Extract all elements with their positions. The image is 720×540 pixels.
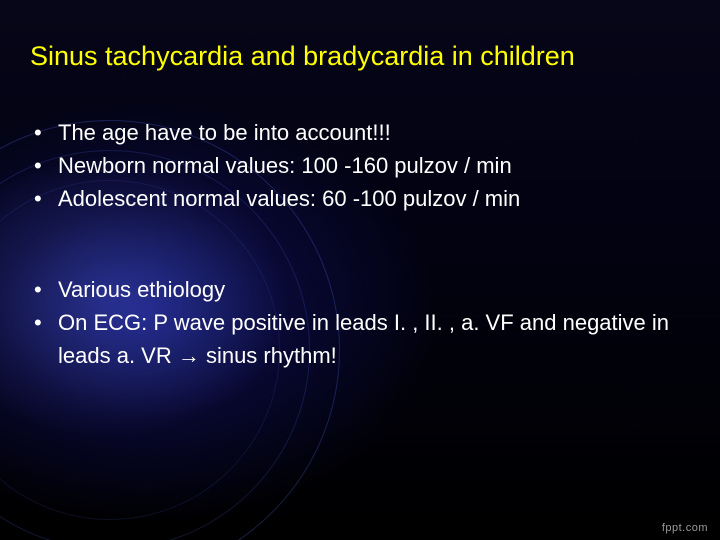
- list-item: The age have to be into account!!!: [30, 116, 690, 149]
- list-item: Newborn normal values: 100 -160 pulzov /…: [30, 149, 690, 182]
- list-item: On ECG: P wave positive in leads I. , II…: [30, 306, 690, 372]
- bullet-group-2: Various ethiology On ECG: P wave positiv…: [30, 273, 690, 372]
- list-item: Adolescent normal values: 60 -100 pulzov…: [30, 182, 690, 215]
- bullet-group-1: The age have to be into account!!! Newbo…: [30, 116, 690, 215]
- list-item: Various ethiology: [30, 273, 690, 306]
- footer-attribution: fppt.com: [662, 522, 708, 534]
- slide-content: Sinus tachycardia and bradycardia in chi…: [0, 0, 720, 540]
- slide-title: Sinus tachycardia and bradycardia in chi…: [30, 40, 690, 74]
